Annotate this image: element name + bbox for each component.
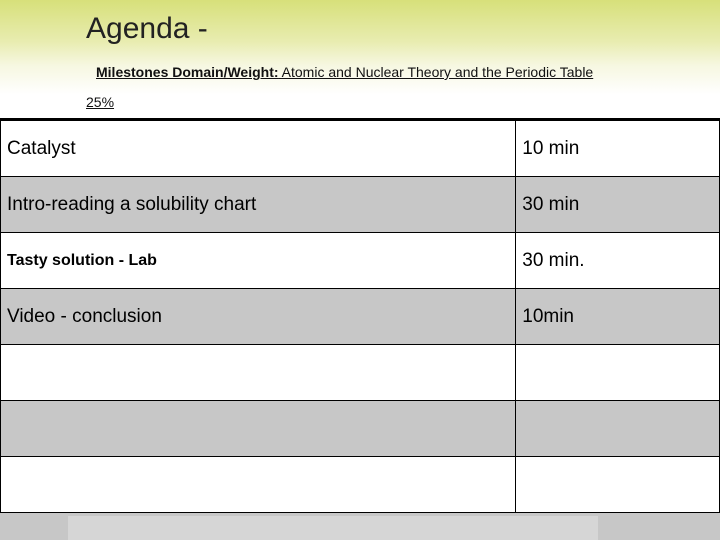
activity-cell: Tasty solution - Lab	[1, 233, 516, 289]
milestones-line: Milestones Domain/Weight: Atomic and Nuc…	[96, 62, 690, 82]
table-row: Tasty solution - Lab30 min.	[1, 233, 720, 289]
table-row	[1, 401, 720, 457]
header-band: Agenda - Milestones Domain/Weight: Atomi…	[0, 0, 720, 120]
time-cell: 10min	[516, 289, 720, 345]
activity-cell: Catalyst	[1, 121, 516, 177]
activity-cell: Intro-reading a solubility chart	[1, 177, 516, 233]
time-cell	[516, 401, 720, 457]
agenda-table-body: Catalyst10 minIntro-reading a solubility…	[1, 121, 720, 513]
time-cell: 10 min	[516, 121, 720, 177]
time-cell	[516, 457, 720, 513]
activity-cell	[1, 457, 516, 513]
table-row	[1, 345, 720, 401]
table-row	[1, 457, 720, 513]
table-row: Catalyst10 min	[1, 121, 720, 177]
activity-cell	[1, 345, 516, 401]
footer-decoration	[68, 516, 598, 540]
agenda-table: Catalyst10 minIntro-reading a solubility…	[0, 120, 720, 513]
milestones-percent: 25%	[86, 94, 114, 110]
time-cell: 30 min.	[516, 233, 720, 289]
time-cell	[516, 345, 720, 401]
table-row: Intro-reading a solubility chart30 min	[1, 177, 720, 233]
page-title: Agenda -	[86, 12, 208, 46]
time-cell: 30 min	[516, 177, 720, 233]
table-row: Video - conclusion10min	[1, 289, 720, 345]
milestones-text: Atomic and Nuclear Theory and the Period…	[279, 64, 594, 80]
activity-cell: Video - conclusion	[1, 289, 516, 345]
milestones-label: Milestones Domain/Weight:	[96, 64, 279, 80]
activity-cell	[1, 401, 516, 457]
